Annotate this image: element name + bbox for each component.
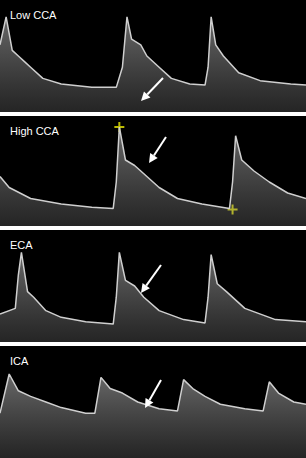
svg-text:ICA: ICA	[10, 355, 29, 367]
svg-text:ECA: ECA	[10, 239, 33, 251]
svg-text:High CCA: High CCA	[10, 125, 60, 137]
svg-text:Low CCA: Low CCA	[10, 9, 57, 21]
